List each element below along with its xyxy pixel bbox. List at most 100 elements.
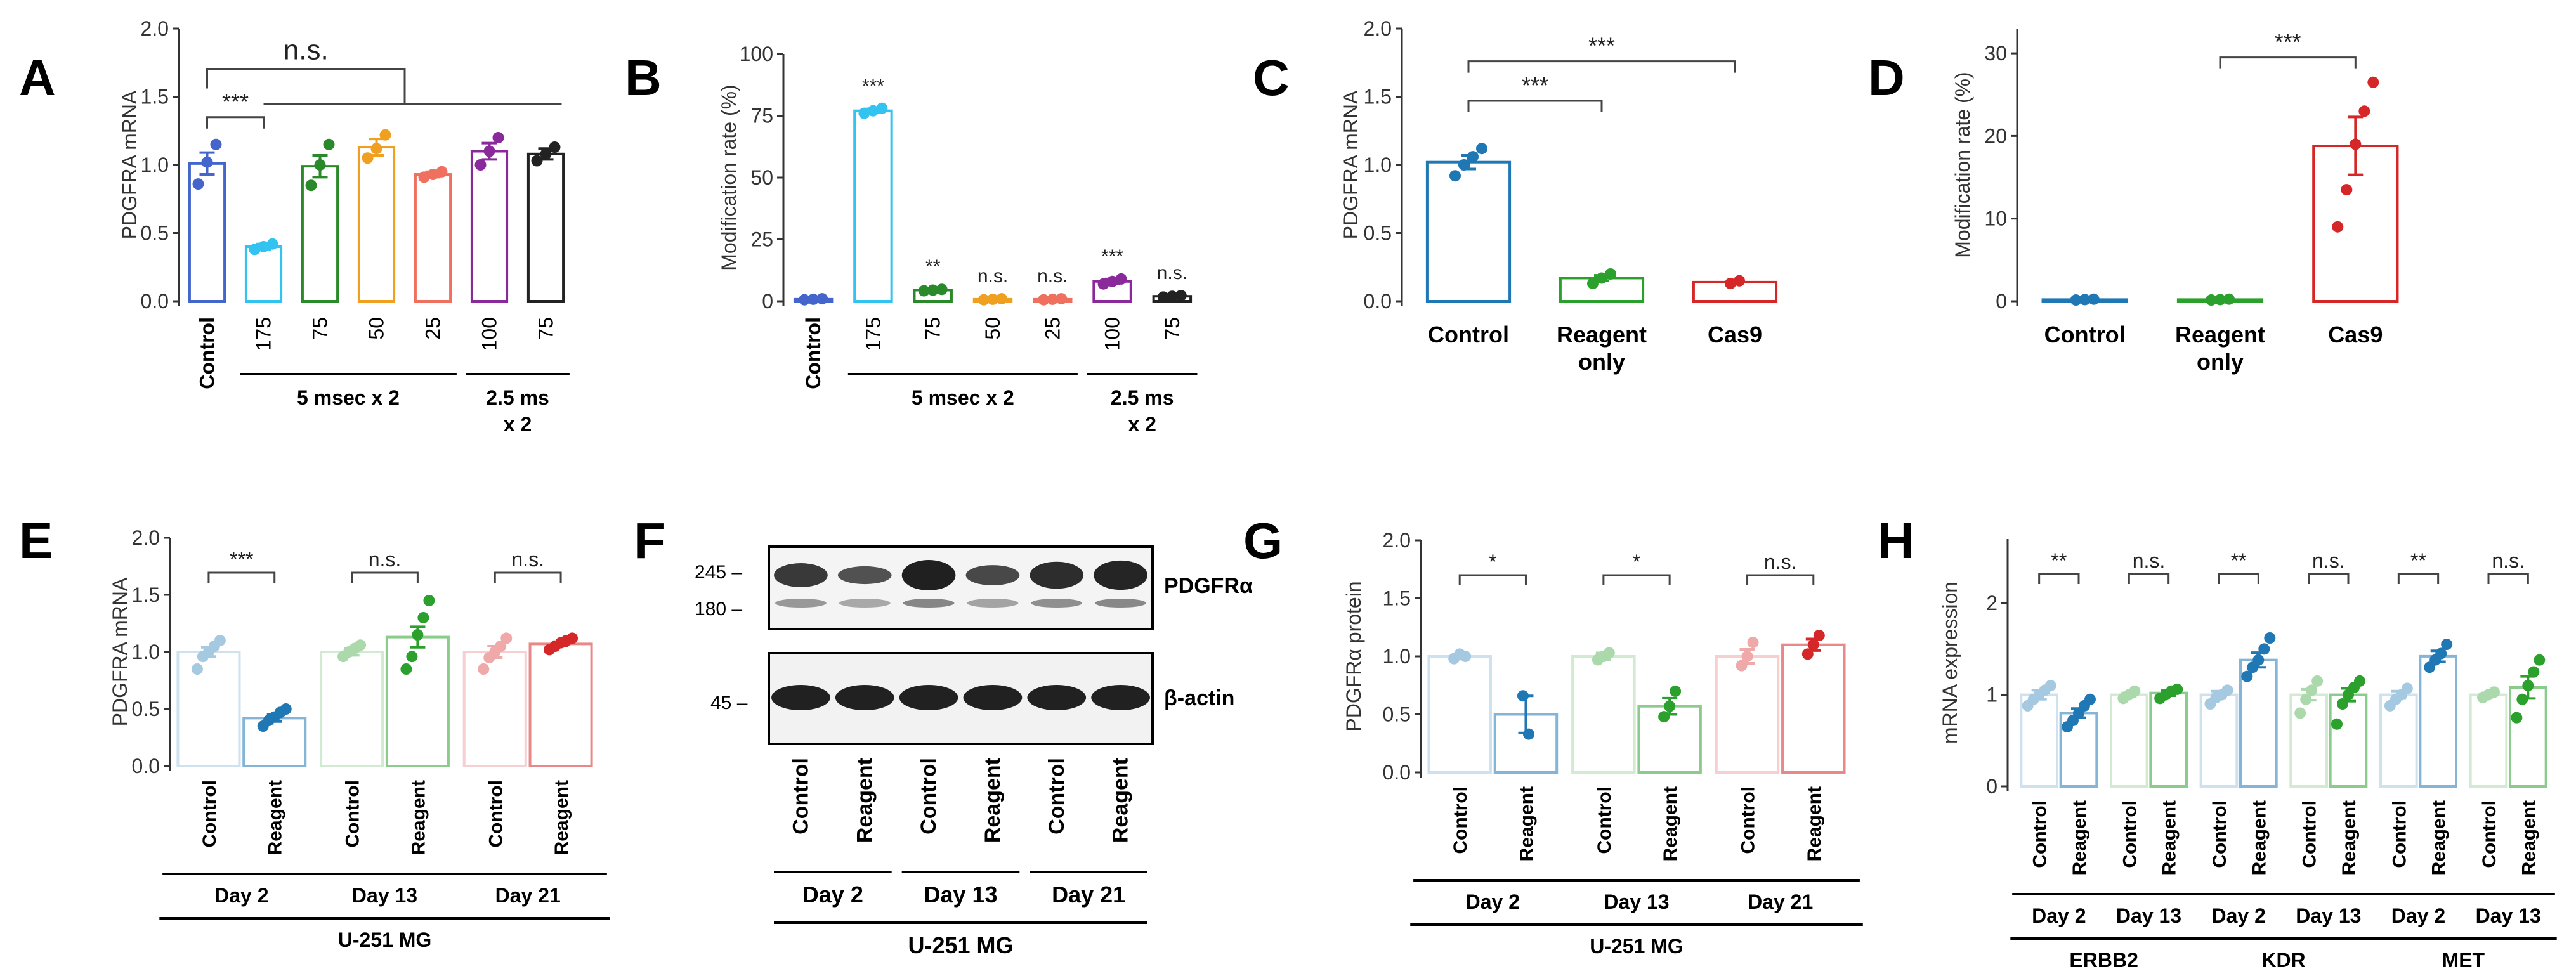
bracket-label: *** [1588,33,1615,59]
x-tick-label: 100 [1101,317,1124,351]
y-tick-label: 2.0 [141,17,169,40]
bracket [2219,56,2357,69]
data-point [936,283,948,296]
bracket [2397,573,2440,584]
data-point [2206,294,2217,306]
x-tick-label: Control [2030,800,2051,868]
lane-label: Reagent [853,758,877,843]
blot-label-pdgfra: PDGFRα [1164,574,1253,598]
bracket [207,571,276,583]
day-label: Day 2 [1466,890,1520,913]
x-tick-label: Reagent [2159,800,2180,875]
data-point [807,293,820,305]
day-label: Day 2 [2391,904,2445,927]
data-point [2129,685,2141,697]
y-axis-title: Modification rate (%) [717,84,740,270]
bracket [2038,573,2080,584]
band-actin [899,685,958,710]
x-tick-label: Control [485,780,506,848]
lane-label: Reagent [1109,758,1133,843]
x-tick-label: Reagent [1660,786,1681,861]
bracket-label: *** [230,548,253,571]
marker-180: 180 – [695,599,742,620]
significance-label: n.s. [1037,266,1068,287]
data-point [867,105,879,117]
control-bar [2199,693,2239,788]
data-point [1056,293,1068,305]
reagent-bar [2329,693,2368,788]
group-label: 2.5 ms [486,386,549,409]
bracket [351,571,419,583]
bracket-label: n.s. [2492,549,2525,572]
gene-label: KDR [2261,949,2305,972]
day-label: Day 13 [352,884,417,907]
cell-line-label: U-251 MG [338,928,432,951]
data-point [1467,151,1479,163]
data-point [412,629,424,641]
panel-H: H 0 1 2 mRNA expression ** Control Reagent Day 2… [1878,512,2557,972]
x-tick-label: 50 [365,317,388,340]
data-point [1097,278,1109,290]
y-tick-label: 0.0 [141,290,169,313]
data-point [1658,711,1670,723]
lane-label: Control [917,758,941,835]
y-tick-label: 20 [1984,124,2007,147]
data-point [2435,647,2447,660]
x-tick-label: 25 [422,317,445,340]
y-tick-label: 1.0 [1364,153,1392,176]
y-tick-label: 75 [750,105,773,127]
significance-label: n.s. [1157,263,1187,283]
bracket-label: ** [2410,549,2426,572]
bracket [2128,573,2170,584]
day-label: Day 13 [2476,904,2541,927]
day-label: Day 21 [1748,890,1813,913]
data-point [2511,712,2523,724]
y-tick-label: 1.0 [1383,645,1411,668]
data-point [214,635,226,646]
band-pdgfra-lower [775,599,827,608]
band-pdgfra-lower [903,599,955,608]
data-point [2441,639,2453,651]
y-tick-label: 0.5 [1383,703,1411,726]
panel-letter-D: D [1868,49,1905,106]
bracket-label: ** [2231,549,2247,572]
y-tick-label: 0.0 [1364,290,1392,313]
x-tick-label: Cas9 [2328,322,2383,348]
blot-label-actin: β-actin [1164,686,1234,710]
data-point [379,129,391,141]
bar [853,109,893,303]
y-tick-label: 0.5 [141,222,169,245]
bracket-label: n.s. [2133,549,2166,572]
bracket [494,571,562,583]
day-label: Day 2 [802,882,863,908]
data-point [2088,293,2100,305]
x-tick-label: Reagent [2069,800,2090,875]
bar [244,245,283,303]
y-tick-label: 1.5 [141,86,169,108]
data-point [417,612,429,623]
data-point [2311,675,2324,687]
data-point [314,159,326,171]
x-tick-label: Reagent [2175,322,2265,348]
significance-label: n.s. [977,266,1008,287]
bracket [2487,573,2529,584]
y-axis-title: PDGFRA mRNA [118,90,141,239]
x-tick-label: 175 [861,317,884,351]
y-tick-label: 1.5 [132,583,160,606]
data-point [436,166,448,178]
data-point [2332,221,2344,233]
data-point [474,159,487,171]
bar [414,173,452,303]
reagent-bar [1493,713,1559,774]
panel-letter-G: G [1243,512,1283,569]
data-point [495,641,507,652]
control-bar [176,651,241,767]
x-tick-label: Control [2479,800,2500,868]
marker-245: 245 – [695,562,742,583]
x-tick-label: 75 [535,317,558,340]
y-tick-label: 2 [1986,592,1997,615]
data-point [2337,698,2348,710]
bracket-label: * [1633,550,1640,573]
data-point [258,241,270,252]
